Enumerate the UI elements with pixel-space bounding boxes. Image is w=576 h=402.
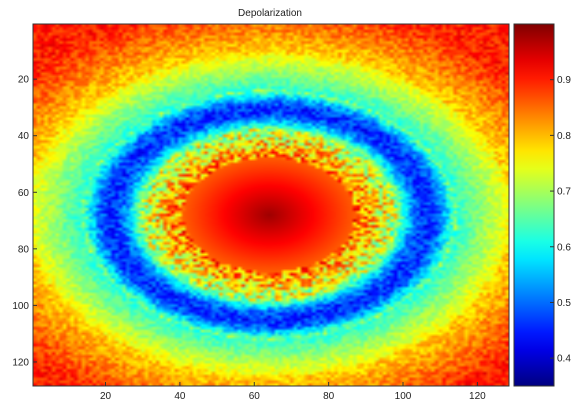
y-tick-label: 80 xyxy=(18,244,30,255)
x-tick-label: 80 xyxy=(323,391,335,402)
y-tick-label: 40 xyxy=(18,131,30,142)
y-axis: 20 40 60 80 100 120 xyxy=(12,75,37,368)
x-tick-label: 40 xyxy=(174,391,186,402)
plot-frame xyxy=(32,23,510,387)
y-tick-label: 120 xyxy=(12,357,29,368)
y-tick-label: 60 xyxy=(18,188,30,199)
colorbar-tick-label: 0.5 xyxy=(557,298,571,309)
colorbar-gradient xyxy=(513,23,555,387)
colorbar-tick-label: 0.8 xyxy=(557,131,571,142)
colorbar-tick-label: 0.9 xyxy=(557,75,571,86)
chart-title: Depolarization xyxy=(238,8,302,19)
x-tick-label: 120 xyxy=(469,391,486,402)
y-tick-label: 100 xyxy=(12,301,29,312)
heatmap-raster xyxy=(33,24,509,386)
colorbar-tick-label: 0.7 xyxy=(557,187,571,198)
colorbar: 0.4 0.5 0.6 0.7 0.8 0.9 xyxy=(513,23,571,387)
colorbar-tick-label: 0.6 xyxy=(557,242,571,253)
y-tick-label: 20 xyxy=(18,75,30,86)
x-tick-label: 100 xyxy=(395,391,412,402)
x-tick-label: 60 xyxy=(249,391,261,402)
heatmap-image xyxy=(33,24,509,386)
x-axis: 20 40 60 80 100 120 xyxy=(100,382,486,402)
colorbar-tick-label: 0.4 xyxy=(557,354,571,365)
x-tick-label: 20 xyxy=(100,391,112,402)
